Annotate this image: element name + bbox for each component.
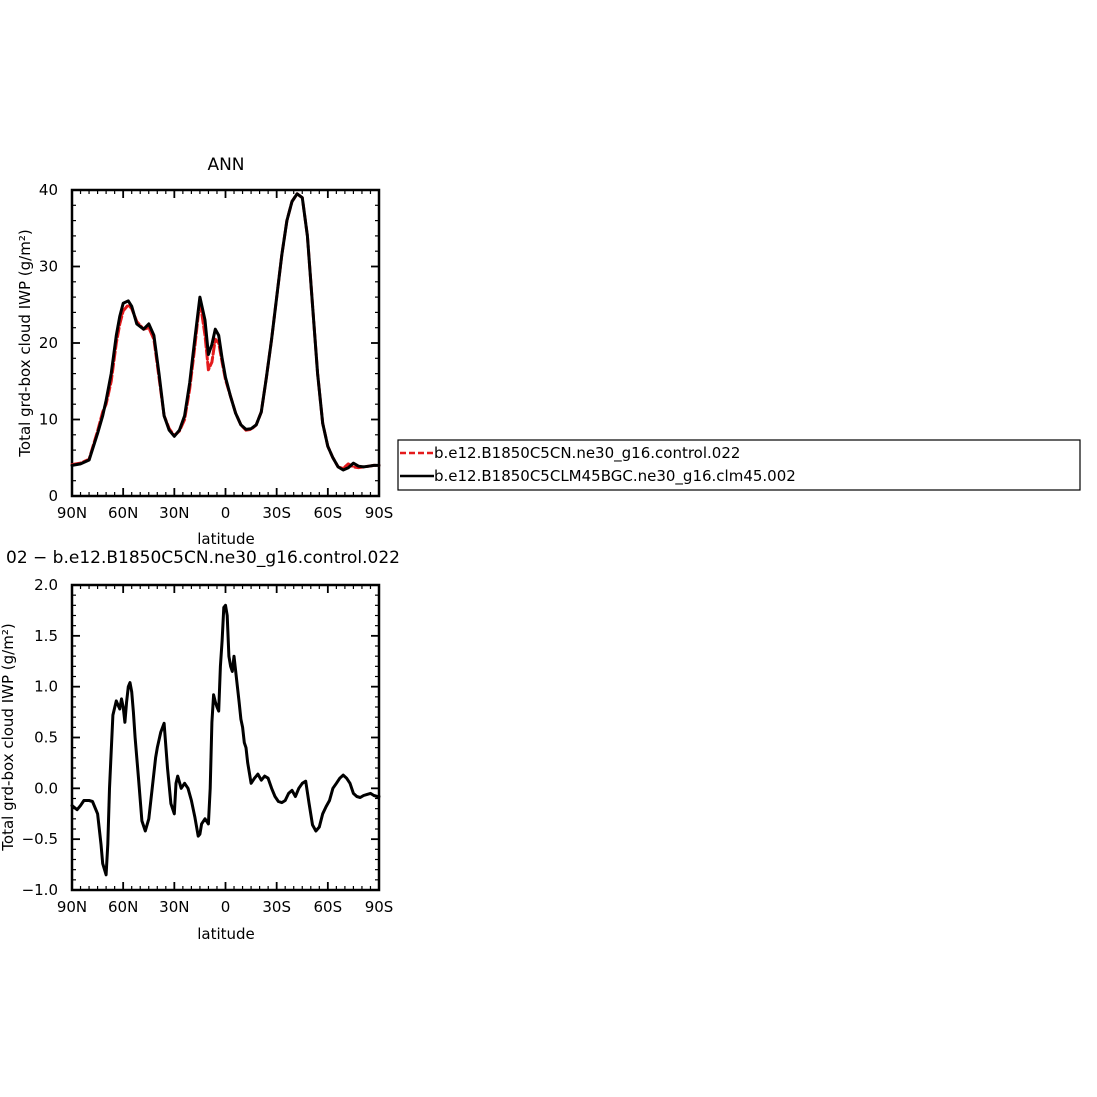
- top-y-tick-label: 20: [39, 334, 58, 352]
- top-x-tick-label: 90S: [365, 504, 394, 522]
- bottom-chart-ticks: 90N 60N 30N 0 30S 60S 90S −1.0 −0.5 0.0 0.5 1.0 1.5 2…: [22, 576, 394, 916]
- bottom-x-tick-label: 90N: [57, 898, 87, 916]
- bottom-x-tick-label: 60S: [314, 898, 343, 916]
- top-y-tick-label: 0: [48, 487, 58, 505]
- top-y-tick-label: 30: [39, 258, 58, 276]
- bottom-x-tick-label: 90S: [365, 898, 394, 916]
- top-x-tick-label: 90N: [57, 504, 87, 522]
- bottom-chart-frame: [70, 583, 381, 892]
- top-x-tick-label: 0: [221, 504, 231, 522]
- top-chart-x-axis-label: latitude: [197, 530, 255, 548]
- top-x-tick-label: 30S: [262, 504, 291, 522]
- top-chart-panel: ANN 90N 60N 30N 0 30S 60S 90S 0 10 20 30 40 Total g…: [16, 155, 393, 548]
- top-x-tick-label: 30N: [159, 504, 189, 522]
- top-y-tick-label: 10: [39, 411, 58, 429]
- bottom-y-tick-label: 1.5: [34, 627, 58, 645]
- bottom-chart-x-axis-label: latitude: [197, 925, 255, 943]
- bottom-x-tick-label: 60N: [108, 898, 138, 916]
- top-y-tick-label: 40: [39, 181, 58, 199]
- bottom-x-tick-label: 30N: [159, 898, 189, 916]
- top-chart-y-axis-label: Total grd-box cloud IWP (g/m²): [16, 229, 34, 457]
- bottom-x-tick-label: 0: [221, 898, 231, 916]
- bottom-chart-y-axis-label: Total grd-box cloud IWP (g/m²): [0, 623, 17, 851]
- top-series-line-1: [70, 192, 381, 472]
- top-chart-ticks: 90N 60N 30N 0 30S 60S 90S 0 10 20 30 40: [39, 181, 393, 522]
- top-x-tick-label: 60S: [314, 504, 343, 522]
- bottom-x-tick-label: 30S: [262, 898, 291, 916]
- bottom-series-line-0: [70, 603, 381, 877]
- bottom-y-tick-label: 1.0: [34, 678, 58, 696]
- bottom-chart-lines: [70, 603, 381, 877]
- bottom-y-tick-label: 0.5: [34, 729, 58, 747]
- bottom-chart-panel: 02 − b.e12.B1850C5CN.ne30_g16.control.02…: [0, 548, 400, 943]
- bottom-y-tick-label: 0.0: [34, 779, 58, 797]
- bottom-y-tick-label: 2.0: [34, 576, 58, 594]
- top-chart-lines: [70, 192, 381, 472]
- top-x-tick-label: 60N: [108, 504, 138, 522]
- legend-entry-control: b.e12.B1850C5CN.ne30_g16.control.022: [434, 444, 740, 463]
- bottom-y-tick-label: −0.5: [22, 830, 58, 848]
- legend-entry-clm45: b.e12.B1850C5CLM45BGC.ne30_g16.clm45.002: [434, 467, 796, 486]
- bottom-chart-title: 02 − b.e12.B1850C5CN.ne30_g16.control.02…: [6, 548, 400, 568]
- bottom-y-tick-label: −1.0: [22, 881, 58, 899]
- legend-box: [397, 439, 1081, 491]
- top-chart-title: ANN: [207, 155, 244, 175]
- top-chart-frame: [70, 188, 381, 498]
- legend: b.e12.B1850C5CN.ne30_g16.control.022 b.e…: [397, 439, 1081, 491]
